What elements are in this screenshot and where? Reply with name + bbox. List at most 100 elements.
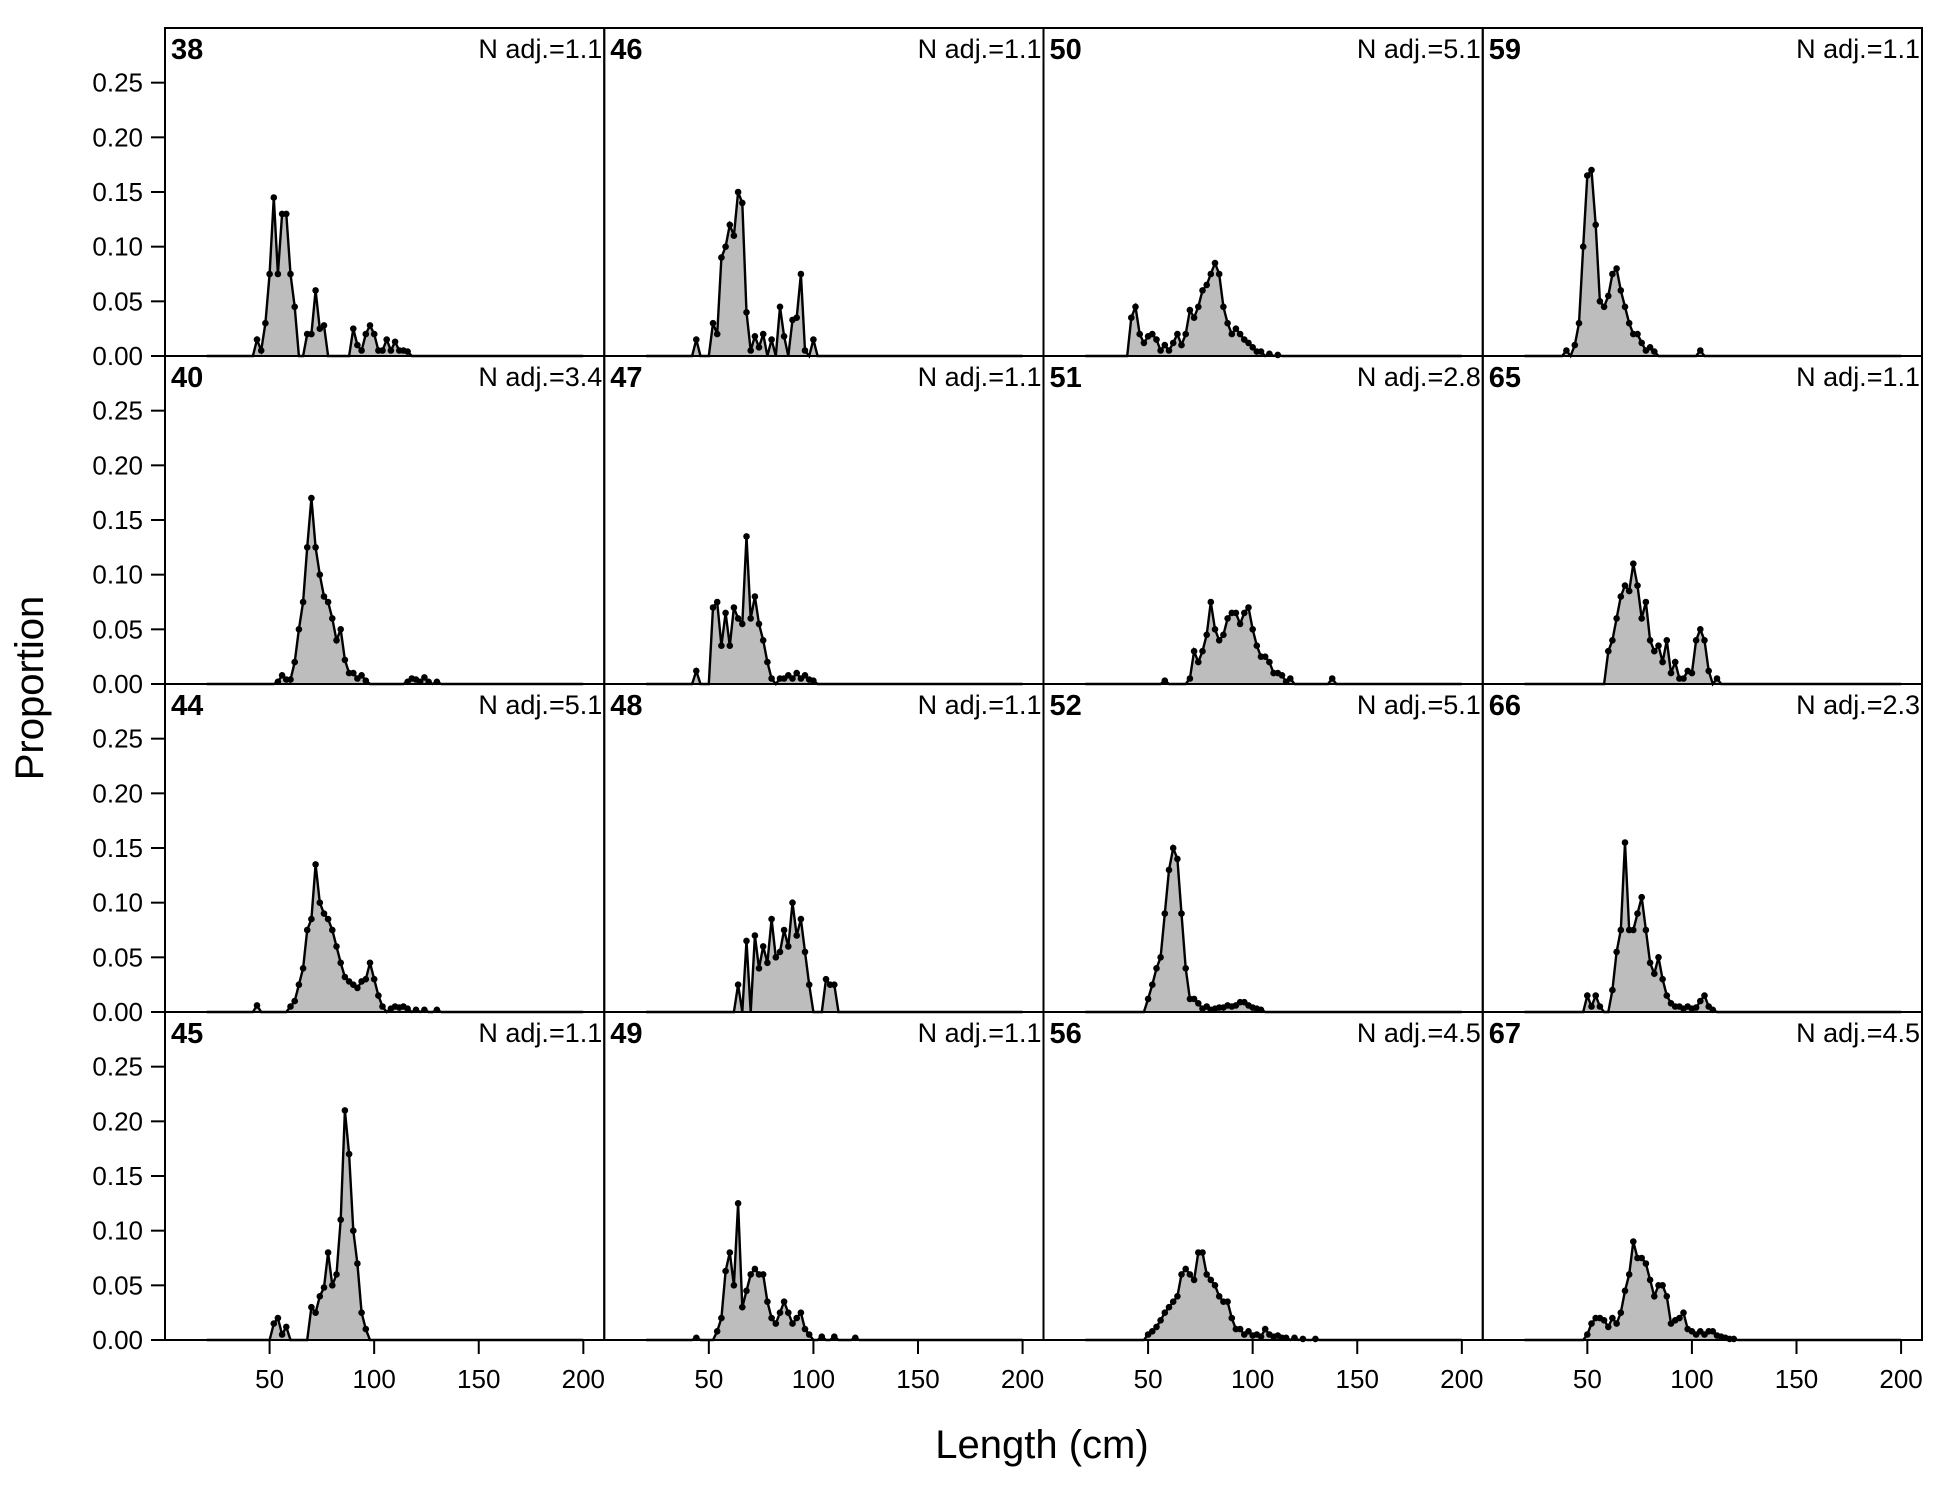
point-49-16 bbox=[776, 1309, 784, 1316]
point-59-0 bbox=[1563, 347, 1570, 354]
x-tick-label-1-0: 50 bbox=[694, 1364, 723, 1394]
point-59-10 bbox=[1609, 270, 1616, 278]
point-66-4 bbox=[1609, 986, 1616, 994]
point-47-13 bbox=[759, 637, 767, 644]
point-50-25 bbox=[1232, 325, 1240, 333]
point-49-13 bbox=[764, 1298, 771, 1305]
point-44-6 bbox=[308, 915, 315, 923]
point-50-16 bbox=[1195, 303, 1202, 311]
point-48-10 bbox=[776, 948, 784, 956]
point-47-14 bbox=[764, 658, 771, 666]
point-59-5 bbox=[1588, 166, 1595, 174]
point-49-7 bbox=[739, 1303, 746, 1311]
point-45-11 bbox=[337, 1216, 345, 1223]
point-48-17 bbox=[805, 981, 813, 988]
point-38-23 bbox=[350, 325, 357, 333]
area-47 bbox=[646, 536, 1023, 684]
point-67-14 bbox=[1642, 1260, 1650, 1267]
point-51-19 bbox=[1261, 653, 1269, 660]
y-tick-label-1-5: 0.25 bbox=[92, 396, 143, 426]
point-51-1 bbox=[1186, 675, 1194, 682]
point-50-1 bbox=[1132, 303, 1139, 311]
point-49-20 bbox=[793, 1314, 800, 1322]
point-66-10 bbox=[1634, 910, 1641, 917]
x-tick-label-0-1: 100 bbox=[352, 1364, 395, 1394]
point-47-11 bbox=[751, 593, 759, 600]
point-65-13 bbox=[1659, 658, 1666, 666]
point-51-2 bbox=[1190, 647, 1198, 655]
point-56-5 bbox=[1165, 1303, 1173, 1311]
point-59-19 bbox=[1646, 344, 1654, 351]
x-tick-label-0-0: 50 bbox=[255, 1364, 284, 1394]
point-56-1 bbox=[1149, 1328, 1156, 1335]
x-tick-label-1-3: 200 bbox=[1001, 1364, 1044, 1394]
point-46-23 bbox=[810, 336, 817, 343]
point-65-20 bbox=[1688, 669, 1696, 677]
panel-49: 49 N adj.=1.1 bbox=[603, 1011, 1045, 1342]
point-67-4 bbox=[1600, 1317, 1608, 1324]
panel-frame-47 bbox=[603, 355, 1045, 685]
point-50-18 bbox=[1203, 281, 1210, 289]
point-65-24 bbox=[1705, 667, 1712, 675]
point-50-9 bbox=[1165, 347, 1173, 354]
point-44-5 bbox=[303, 926, 311, 934]
point-49-10 bbox=[751, 1265, 759, 1273]
point-66-16 bbox=[1659, 975, 1666, 983]
point-49-2 bbox=[718, 1314, 725, 1322]
panel-label-65: 65 bbox=[1489, 362, 1521, 394]
area-65 bbox=[1524, 563, 1902, 684]
point-56-6 bbox=[1169, 1298, 1177, 1305]
point-56-19 bbox=[1224, 1298, 1231, 1305]
n-adj-label-38: N adj.=1.1 bbox=[478, 34, 602, 64]
point-51-14 bbox=[1241, 609, 1248, 617]
point-49-5 bbox=[730, 1282, 738, 1289]
line-44 bbox=[206, 864, 584, 1014]
point-40-9 bbox=[312, 544, 319, 551]
point-56-16 bbox=[1211, 1282, 1219, 1289]
point-50-6 bbox=[1153, 336, 1160, 343]
point-49-15 bbox=[772, 1320, 780, 1327]
point-38-9 bbox=[291, 303, 299, 311]
point-67-7 bbox=[1613, 1320, 1620, 1327]
point-59-13 bbox=[1621, 303, 1629, 311]
point-47-6 bbox=[730, 604, 738, 611]
point-56-27 bbox=[1257, 1333, 1265, 1340]
n-adj-label-48: N adj.=1.1 bbox=[918, 690, 1042, 720]
point-66-24 bbox=[1692, 1004, 1700, 1011]
n-adj-label-44: N adj.=5.1 bbox=[478, 690, 602, 720]
point-65-23 bbox=[1701, 637, 1708, 644]
point-38-27 bbox=[366, 322, 374, 329]
point-66-15 bbox=[1655, 954, 1662, 961]
y-tick-label-3-4: 0.20 bbox=[92, 1106, 143, 1136]
point-45-12 bbox=[341, 1107, 349, 1114]
point-45-17 bbox=[362, 1325, 370, 1333]
point-67-16 bbox=[1651, 1293, 1658, 1300]
point-44-13 bbox=[337, 959, 345, 967]
point-51-0 bbox=[1161, 677, 1169, 684]
point-48-12 bbox=[785, 943, 792, 950]
point-46-16 bbox=[776, 303, 784, 311]
point-65-8 bbox=[1638, 615, 1645, 622]
point-59-17 bbox=[1638, 339, 1645, 347]
point-44-2 bbox=[291, 997, 299, 1005]
point-51-26 bbox=[1328, 675, 1336, 682]
panel-label-51: 51 bbox=[1050, 362, 1082, 394]
point-40-3 bbox=[287, 676, 294, 683]
point-65-0 bbox=[1605, 647, 1612, 655]
point-51-4 bbox=[1199, 647, 1206, 655]
point-56-22 bbox=[1236, 1325, 1244, 1333]
point-49-6 bbox=[734, 1200, 742, 1207]
point-38-16 bbox=[320, 322, 328, 329]
area-49 bbox=[646, 1203, 1023, 1340]
point-50-15 bbox=[1190, 314, 1198, 322]
n-adj-label-50: N adj.=5.1 bbox=[1357, 34, 1481, 64]
point-67-15 bbox=[1646, 1276, 1654, 1284]
y-tick-label-2-2: 0.10 bbox=[92, 888, 143, 918]
point-59-4 bbox=[1584, 172, 1591, 179]
point-56-36 bbox=[1312, 1335, 1319, 1343]
point-67-5 bbox=[1605, 1323, 1612, 1331]
y-tick-label-1-0: 0.00 bbox=[92, 669, 143, 699]
area-48 bbox=[646, 902, 1023, 1012]
point-67-11 bbox=[1630, 1238, 1637, 1245]
